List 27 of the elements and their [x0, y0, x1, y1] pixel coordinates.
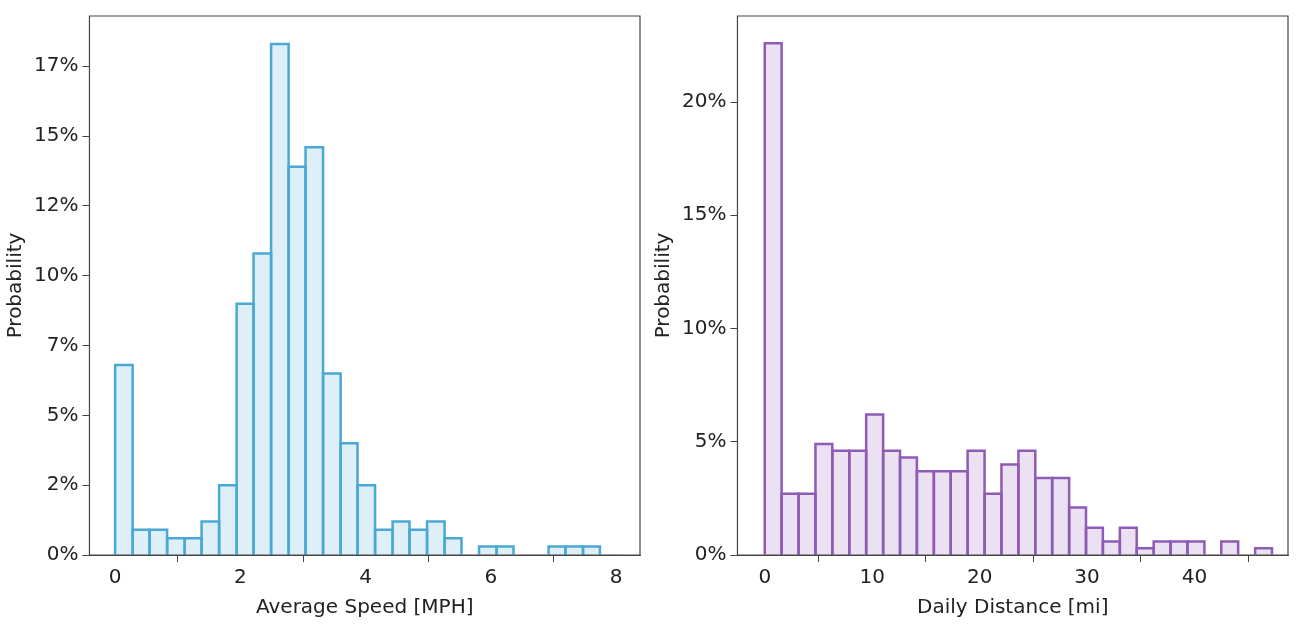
y-tick-label: 5%: [694, 427, 727, 452]
x-tick-label: 0: [108, 564, 122, 589]
x-tick-label: 8: [609, 564, 623, 589]
y-tick-label: 12%: [34, 192, 79, 217]
y-tick-label: 2%: [46, 471, 79, 496]
x-axis-title: Daily Distance [mi]: [917, 594, 1109, 619]
y-tick-label: 17%: [34, 52, 79, 77]
x-tick-label: 2: [234, 564, 247, 589]
y-tick-label: 20%: [682, 88, 727, 113]
x-axis-title: Average Speed [MPH]: [255, 594, 474, 619]
y-axis-title: Probability: [650, 232, 675, 339]
y-tick-label: 0%: [46, 541, 79, 566]
x-tick-label: 30: [1074, 564, 1100, 589]
y-axis-title: Probability: [2, 232, 27, 339]
y-tick-label: 10%: [34, 261, 79, 286]
y-tick-label: 5%: [46, 401, 79, 426]
x-tick-label: 10: [859, 564, 885, 589]
x-tick-label: 20: [966, 564, 993, 589]
y-tick-label: 7%: [46, 331, 79, 356]
y-tick-label: 10%: [682, 314, 727, 339]
y-tick-label: 15%: [682, 201, 727, 226]
x-tick-label: 0: [758, 564, 772, 589]
x-tick-label: 4: [359, 564, 373, 589]
x-tick-label: 6: [484, 564, 498, 589]
y-tick-label: 15%: [34, 122, 79, 147]
y-tick-label: 0%: [694, 541, 727, 566]
x-tick-label: 40: [1181, 564, 1208, 589]
